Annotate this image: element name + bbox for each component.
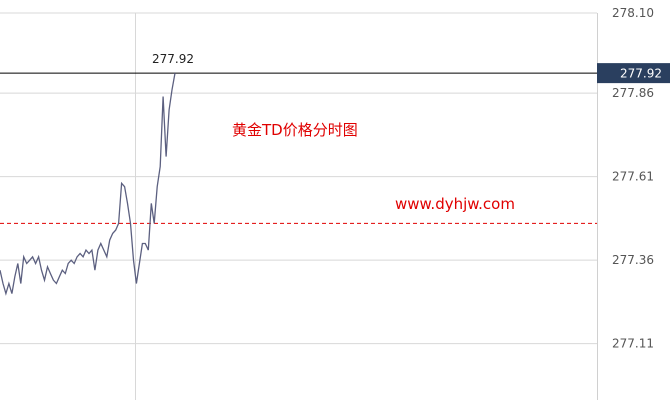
site-watermark: www.dyhjw.com	[395, 195, 515, 213]
price-series-line	[0, 72, 176, 296]
y-tick-label: 277.86	[612, 86, 654, 100]
y-tick-label: 277.11	[612, 337, 654, 351]
last-price-badge-label: 277.92	[620, 67, 662, 81]
last-price-annotation: 277.92	[152, 52, 194, 66]
y-tick-label: 277.61	[612, 170, 654, 184]
last-price-badge	[597, 63, 670, 84]
chart-watermark-title: 黄金TD价格分时图	[232, 121, 358, 139]
y-tick-label: 278.10	[612, 6, 654, 20]
y-tick-label: 277.36	[612, 253, 654, 267]
